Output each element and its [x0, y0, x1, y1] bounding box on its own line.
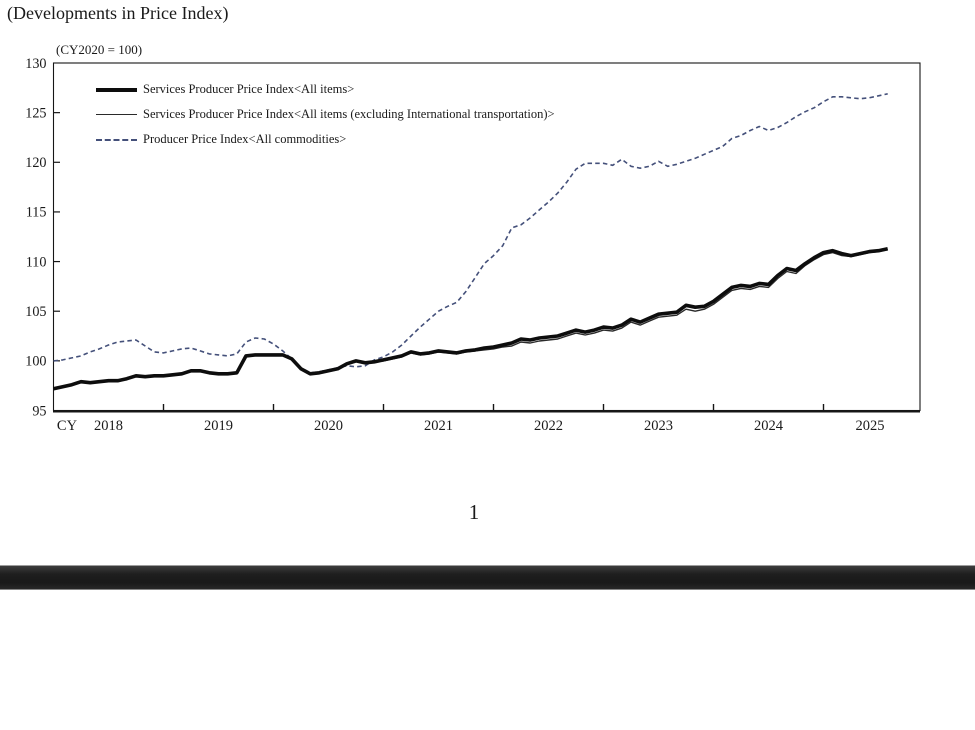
y-axis-tick-label: 105 [25, 304, 46, 320]
thin-line-sample-icon [96, 114, 137, 115]
thick-line-sample-icon [96, 87, 137, 92]
legend-item-sppi-excl-intl-transport: Services Producer Price Index<All items … [96, 102, 555, 127]
legend-label: Services Producer Price Index<All items … [143, 107, 555, 121]
unit-note: (CY2020 = 100) [56, 42, 143, 57]
series-line-1 [53, 249, 888, 390]
y-axis-tick-label: 115 [26, 205, 47, 221]
series-line-0 [53, 246, 889, 391]
page-separator-bar [0, 565, 975, 590]
chart-canvas: 95 100 105 110 115 120 125 130 2018 2019 2020 2021 2… [25, 56, 921, 434]
chart-legend: Services Producer Price Index<All items>… [96, 77, 555, 152]
x-axis-year-label: 2025 [856, 418, 885, 434]
x-axis-year-label: 2020 [314, 418, 343, 434]
legend-item-ppi-all-commodities: Producer Price Index<All commodities> [96, 127, 555, 152]
y-axis-tick-label: 110 [26, 254, 47, 270]
x-axis-year-label: 2019 [204, 418, 233, 434]
series-line-2 [53, 93, 888, 374]
legend-label: Services Producer Price Index<All items> [143, 82, 355, 96]
y-axis-tick-label: 125 [25, 105, 46, 121]
legend-label: Producer Price Index<All commodities> [143, 132, 347, 146]
dashed-line-sample-icon [96, 138, 137, 141]
y-axis-tick-label: 95 [32, 403, 46, 419]
x-axis-year-label: 2021 [424, 418, 453, 434]
legend-item-sppi-all-items: Services Producer Price Index<All items> [96, 77, 555, 102]
x-axis-year-label: 2023 [644, 418, 673, 434]
page-number: 1 [468, 500, 480, 524]
page-title: (Developments in Price Index) [7, 3, 229, 23]
x-axis-year-label: 2018 [94, 418, 123, 434]
x-axis-year-label: 2022 [534, 418, 563, 434]
y-axis-tick-label: 100 [25, 354, 46, 370]
x-axis-prefix-label: CY [57, 418, 78, 434]
y-axis-tick-label: 120 [25, 155, 46, 171]
y-axis-tick-label: 130 [25, 56, 46, 72]
x-axis-year-label: 2024 [754, 418, 784, 434]
